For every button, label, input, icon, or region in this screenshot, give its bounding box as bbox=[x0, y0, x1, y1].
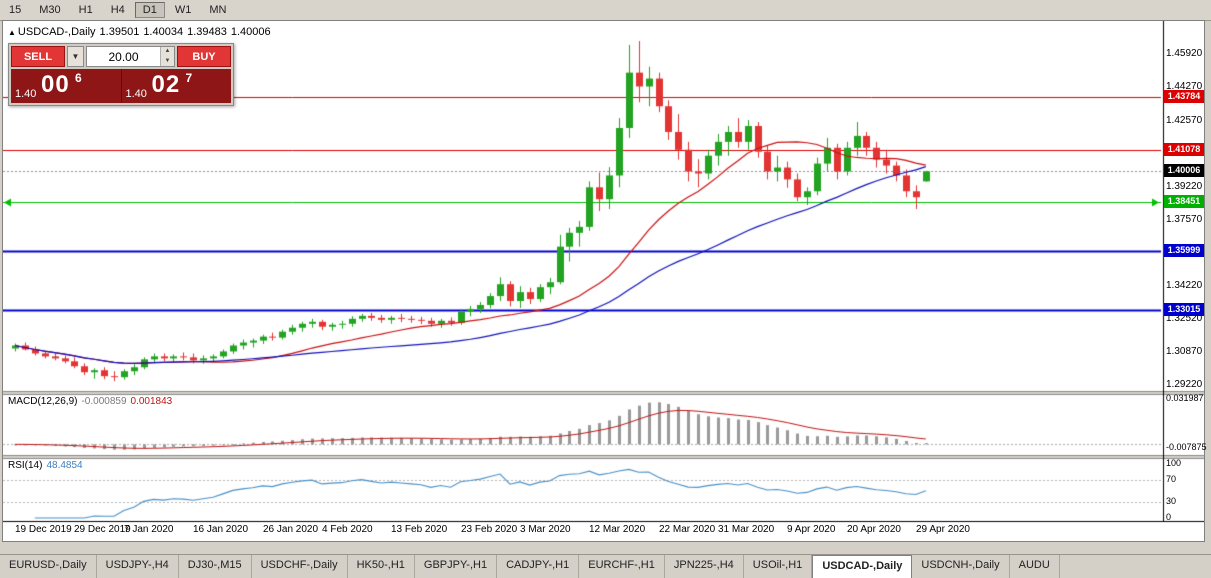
bid-pip-digit: 6 bbox=[75, 71, 82, 85]
price-level-badge: 1.40006 bbox=[1164, 164, 1204, 178]
price-axis-label: 1.37570 bbox=[1166, 213, 1203, 225]
date-axis-label: 19 Dec 2019 bbox=[15, 524, 72, 535]
ask-prefix: 1.40 bbox=[125, 88, 147, 100]
timeframe-button-d1[interactable]: D1 bbox=[134, 2, 165, 18]
macd-main-value: -0.000859 bbox=[81, 396, 127, 407]
volume-increase-button[interactable]: ▲ bbox=[161, 47, 174, 57]
chart-tabs-bar: EURUSD-,Daily USDJPY-,H4 DJ30-,M15 USDCHF-,… bbox=[0, 554, 1211, 578]
date-axis-label: 22 Mar 2020 bbox=[659, 524, 716, 535]
timeframe-button-h1[interactable]: H1 bbox=[78, 4, 93, 16]
buy-button[interactable]: BUY bbox=[177, 46, 231, 67]
macd-signal-value: 0.001843 bbox=[130, 396, 173, 407]
rsi-axis-label: 100 bbox=[1166, 458, 1182, 468]
date-axis-label: 12 Mar 2020 bbox=[589, 524, 646, 535]
chart-window: ▲ USDCAD-,Daily 1.39501 1.40034 1.39483 1.400… bbox=[2, 20, 1207, 542]
timeframe-button-w1[interactable]: W1 bbox=[174, 4, 192, 16]
price-level-badge: 1.33015 bbox=[1164, 302, 1204, 316]
volume-input[interactable] bbox=[87, 47, 160, 66]
tab-usdjpy-h4[interactable]: USDJPY-,H4 bbox=[97, 555, 179, 578]
tab-eurusd-daily[interactable]: EURUSD-,Daily bbox=[0, 555, 97, 578]
price-level-badge: 1.35999 bbox=[1164, 243, 1204, 257]
ask-pip-digit: 7 bbox=[185, 71, 193, 85]
price-level-badge: 1.38451 bbox=[1164, 195, 1204, 209]
date-axis-label: 26 Jan 2020 bbox=[263, 524, 319, 535]
tab-audu[interactable]: AUDU bbox=[1010, 555, 1060, 578]
tab-cadjpy-h1[interactable]: CADJPY-,H1 bbox=[497, 555, 580, 578]
timeframe-toolbar: 15 M30 H1 H4 D1 W1 MN bbox=[0, 0, 1211, 21]
price-axis-label: 1.29220 bbox=[1166, 378, 1203, 390]
volume-decrease-button[interactable]: ▼ bbox=[161, 56, 174, 66]
chart-title: ▲ USDCAD-,Daily 1.39501 1.40034 1.39483 1.400… bbox=[8, 26, 275, 38]
chart-symbol-label: USDCAD-,Daily bbox=[17, 26, 96, 38]
timeframe-button-15[interactable]: 15 bbox=[9, 4, 22, 16]
price-axis-label: 1.34220 bbox=[1166, 279, 1203, 291]
macd-name: MACD(12,26,9) bbox=[8, 396, 78, 407]
symbol-triangle-icon: ▲ bbox=[8, 28, 16, 37]
date-axis-label: 20 Apr 2020 bbox=[847, 524, 901, 535]
tab-usdcnh-daily[interactable]: USDCNH-,Daily bbox=[912, 555, 1010, 578]
tab-usdcad-daily[interactable]: USDCAD-,Daily bbox=[812, 555, 913, 578]
price-axis-label: 1.42570 bbox=[1166, 114, 1203, 126]
price-axis-label: 1.44270 bbox=[1166, 81, 1203, 93]
price-chart-canvas[interactable] bbox=[3, 21, 1204, 541]
sell-button[interactable]: SELL bbox=[11, 46, 65, 67]
rsi-axis-label: 0 bbox=[1166, 512, 1172, 522]
tab-usoil-h1[interactable]: USOil-,H1 bbox=[744, 555, 813, 578]
price-level-badge: 1.43784 bbox=[1164, 89, 1204, 103]
order-options-dropdown[interactable]: ▼ bbox=[67, 46, 84, 67]
rsi-indicator-label: RSI(14) 48.4854 bbox=[8, 460, 83, 471]
price-axis-label: 1.39220 bbox=[1166, 180, 1203, 192]
rsi-axis-label: 70 bbox=[1166, 474, 1177, 485]
macd-axis-min-label: -0.007875 bbox=[1166, 442, 1207, 452]
one-click-trading-panel: SELL ▼ ▲ ▼ BUY 1.40 00 6 1.4 bbox=[8, 43, 234, 106]
date-axis-label: 29 Apr 2020 bbox=[916, 524, 970, 535]
price-level-badge: 1.41078 bbox=[1164, 143, 1204, 157]
date-axis-label: 9 Apr 2020 bbox=[787, 524, 836, 535]
timeframe-button-mn[interactable]: MN bbox=[209, 4, 227, 16]
macd-indicator-label: MACD(12,26,9) -0.000859 0.001843 bbox=[8, 396, 172, 407]
rsi-axis-label: 30 bbox=[1166, 495, 1177, 506]
date-axis-label: 13 Feb 2020 bbox=[391, 524, 448, 535]
date-axis-label: 31 Mar 2020 bbox=[718, 524, 775, 535]
ask-main-digits: 02 bbox=[151, 71, 181, 98]
rsi-name: RSI(14) bbox=[8, 460, 43, 471]
date-axis-label: 16 Jan 2020 bbox=[193, 524, 249, 535]
tab-gbpjpy-h1[interactable]: GBPJPY-,H1 bbox=[415, 555, 498, 578]
date-axis-label: 23 Feb 2020 bbox=[461, 524, 518, 535]
ohlc-close: 1.40006 bbox=[230, 26, 271, 38]
bid-main-digits: 00 bbox=[41, 71, 70, 98]
tab-eurchf-h1[interactable]: EURCHF-,H1 bbox=[579, 555, 665, 578]
date-axis-label: 3 Mar 2020 bbox=[520, 524, 571, 535]
timeframe-button-h4[interactable]: H4 bbox=[110, 4, 125, 16]
ask-price-display[interactable]: 1.40 02 7 bbox=[121, 69, 231, 103]
price-axis-label: 1.30870 bbox=[1166, 346, 1203, 358]
price-axis-label: 1.45920 bbox=[1166, 48, 1203, 60]
date-axis-label: 7 Jan 2020 bbox=[124, 524, 174, 535]
macd-axis-max-label: 0.031987 bbox=[1166, 393, 1204, 403]
ohlc-open: 1.39501 bbox=[99, 26, 140, 38]
bid-prefix: 1.40 bbox=[15, 88, 37, 100]
timeframe-button-m30[interactable]: M30 bbox=[39, 4, 61, 16]
tab-dj30-m15[interactable]: DJ30-,M15 bbox=[179, 555, 252, 578]
tab-hk50-h1[interactable]: HK50-,H1 bbox=[348, 555, 415, 578]
date-axis-label: 29 Dec 2019 bbox=[74, 524, 131, 535]
chevron-down-icon: ▼ bbox=[71, 52, 80, 61]
price-axis-label: 1.32520 bbox=[1166, 313, 1203, 325]
bid-price-display[interactable]: 1.40 00 6 bbox=[11, 69, 122, 103]
ohlc-low: 1.39483 bbox=[187, 26, 227, 38]
rsi-value: 48.4854 bbox=[46, 460, 83, 471]
date-axis-label: 4 Feb 2020 bbox=[322, 524, 373, 535]
ohlc-high: 1.40034 bbox=[143, 26, 184, 38]
tab-usdchf-daily[interactable]: USDCHF-,Daily bbox=[252, 555, 348, 578]
tab-jpn225-h4[interactable]: JPN225-,H4 bbox=[665, 555, 744, 578]
